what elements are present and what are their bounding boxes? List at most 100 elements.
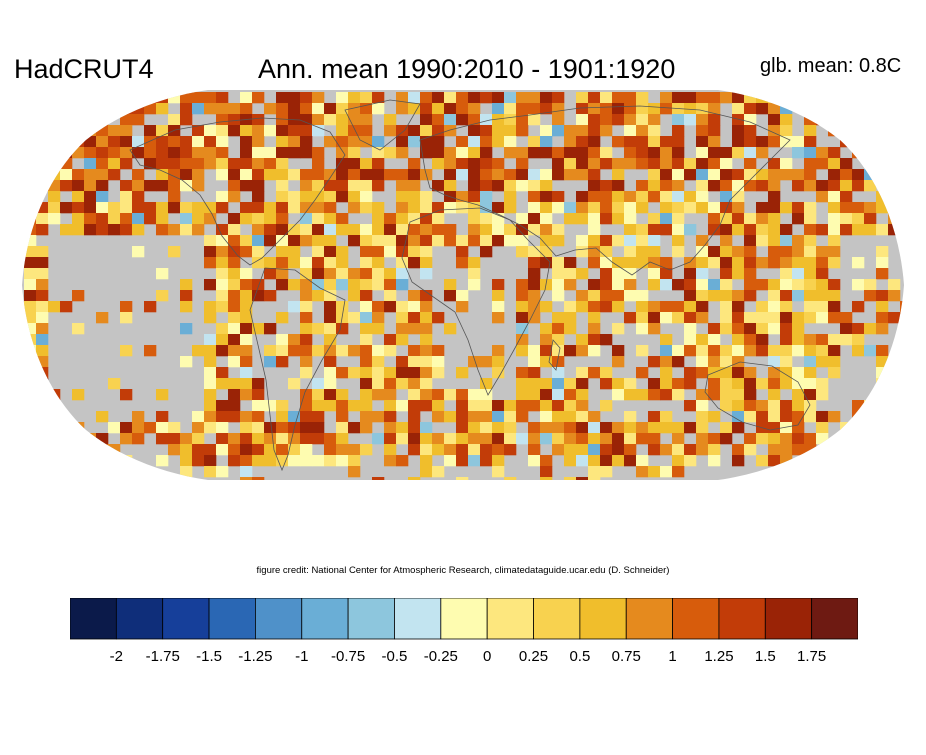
anomaly-cell xyxy=(540,389,553,401)
anomaly-cell xyxy=(24,169,37,181)
anomaly-cell xyxy=(384,422,397,434)
anomaly-cell xyxy=(732,389,745,401)
anomaly-cell xyxy=(684,422,697,434)
anomaly-cell xyxy=(552,312,565,324)
anomaly-cell xyxy=(120,92,133,104)
anomaly-cell xyxy=(456,433,469,445)
anomaly-cell xyxy=(492,367,505,379)
anomaly-cell xyxy=(96,169,109,181)
anomaly-cell xyxy=(672,345,685,357)
anomaly-cell xyxy=(384,433,397,445)
anomaly-cell xyxy=(528,92,541,104)
anomaly-cell xyxy=(24,345,37,357)
anomaly-cell xyxy=(48,136,61,148)
anomaly-cell xyxy=(768,92,781,104)
anomaly-cell xyxy=(828,235,841,247)
anomaly-cell xyxy=(720,246,733,258)
anomaly-cell xyxy=(156,411,169,423)
anomaly-cell xyxy=(816,246,829,258)
anomaly-cell xyxy=(192,125,205,137)
anomaly-cell xyxy=(240,158,253,170)
anomaly-cell xyxy=(492,114,505,126)
anomaly-cell xyxy=(504,422,517,434)
anomaly-cell xyxy=(120,224,133,236)
anomaly-cell xyxy=(72,433,85,445)
anomaly-cell xyxy=(492,202,505,214)
anomaly-cell xyxy=(696,92,709,104)
anomaly-cell xyxy=(108,103,121,115)
anomaly-cell xyxy=(480,191,493,203)
anomaly-cell xyxy=(648,147,661,159)
anomaly-cell xyxy=(240,235,253,247)
anomaly-cell xyxy=(516,400,529,412)
anomaly-cell xyxy=(708,169,721,181)
anomaly-cell xyxy=(828,92,841,104)
anomaly-cell xyxy=(648,444,661,456)
anomaly-cell xyxy=(492,433,505,445)
anomaly-cell xyxy=(636,345,649,357)
anomaly-cell xyxy=(540,257,553,269)
anomaly-cell xyxy=(648,235,661,247)
anomaly-cell xyxy=(720,389,733,401)
anomaly-cell xyxy=(624,378,637,390)
anomaly-cell xyxy=(636,114,649,126)
anomaly-cell xyxy=(252,235,265,247)
anomaly-cell xyxy=(240,290,253,302)
anomaly-cell xyxy=(420,334,433,346)
anomaly-cell xyxy=(732,356,745,368)
anomaly-cell xyxy=(864,213,877,225)
anomaly-cell xyxy=(192,158,205,170)
anomaly-cell xyxy=(708,411,721,423)
anomaly-cell xyxy=(216,125,229,137)
anomaly-cell xyxy=(276,444,289,456)
anomaly-cell xyxy=(324,114,337,126)
anomaly-cell xyxy=(312,224,325,236)
anomaly-cell xyxy=(684,279,697,291)
anomaly-cell xyxy=(588,224,601,236)
anomaly-cell xyxy=(252,411,265,423)
anomaly-cell xyxy=(744,279,757,291)
anomaly-cell xyxy=(660,103,673,115)
anomaly-cell xyxy=(204,301,217,313)
anomaly-cell xyxy=(600,334,613,346)
anomaly-cell xyxy=(840,224,853,236)
anomaly-cell xyxy=(660,268,673,280)
anomaly-cell xyxy=(540,378,553,390)
anomaly-cell xyxy=(552,191,565,203)
anomaly-cell xyxy=(360,444,373,456)
anomaly-cell xyxy=(156,125,169,137)
anomaly-cell xyxy=(708,433,721,445)
anomaly-cell xyxy=(132,433,145,445)
anomaly-cell xyxy=(360,312,373,324)
anomaly-cell xyxy=(768,389,781,401)
anomaly-cell xyxy=(852,455,865,467)
anomaly-cell xyxy=(720,169,733,181)
anomaly-cell xyxy=(456,235,469,247)
anomaly-cell xyxy=(600,378,613,390)
anomaly-cell xyxy=(324,290,337,302)
anomaly-cell xyxy=(252,323,265,335)
anomaly-cell xyxy=(144,136,157,148)
anomaly-cell xyxy=(780,103,793,115)
anomaly-cell xyxy=(864,455,877,467)
anomaly-cell xyxy=(756,301,769,313)
anomaly-cell xyxy=(504,92,517,104)
anomaly-cell xyxy=(360,378,373,390)
anomaly-cell xyxy=(396,224,409,236)
anomaly-cell xyxy=(420,422,433,434)
anomaly-cell xyxy=(672,92,685,104)
anomaly-cell xyxy=(660,367,673,379)
anomaly-cell xyxy=(576,301,589,313)
anomaly-cell xyxy=(528,103,541,115)
anomaly-cell xyxy=(132,136,145,148)
anomaly-cell xyxy=(384,224,397,236)
anomaly-cell xyxy=(636,312,649,324)
anomaly-cell xyxy=(312,433,325,445)
anomaly-cell xyxy=(744,334,757,346)
anomaly-cell xyxy=(264,345,277,357)
anomaly-cell xyxy=(852,147,865,159)
anomaly-cell xyxy=(780,136,793,148)
colorbar-swatch xyxy=(208,598,256,640)
anomaly-cell xyxy=(468,455,481,467)
anomaly-cell xyxy=(648,312,661,324)
